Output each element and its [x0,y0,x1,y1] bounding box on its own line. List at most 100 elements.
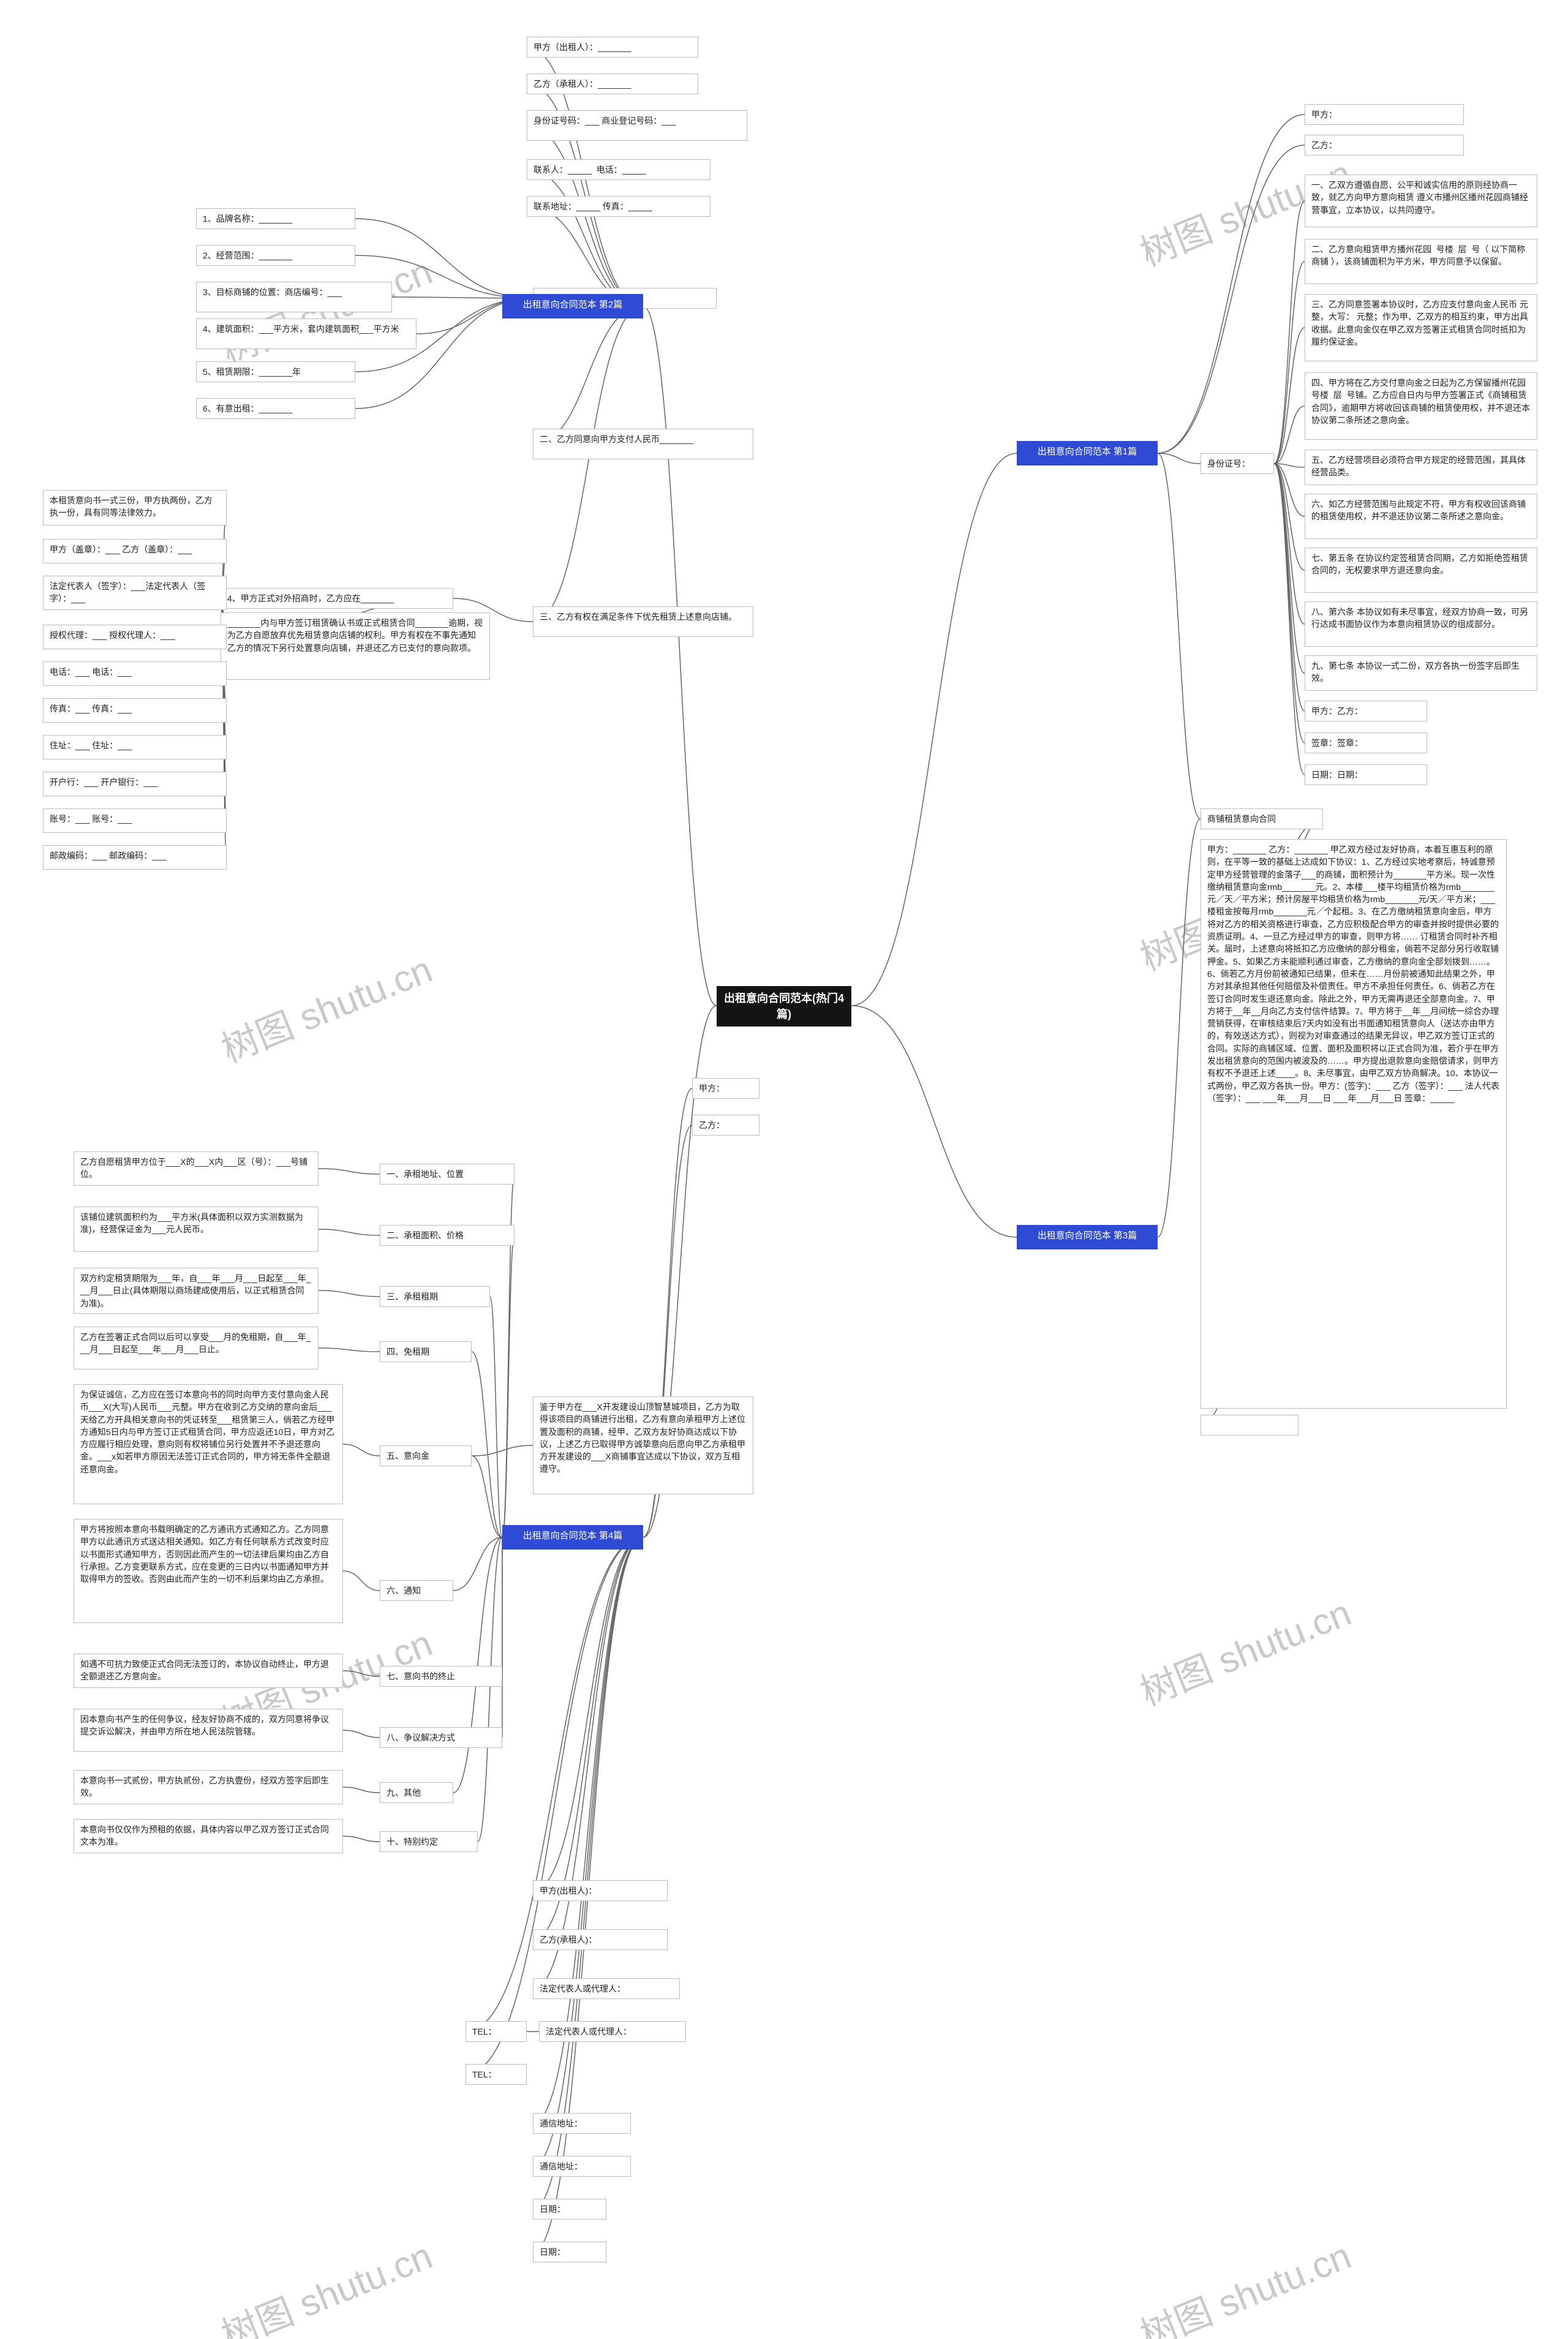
leaf-node: 该铺位建筑面积约为___平方米(具体面积以双方实测数据为准)，经营保证金为___… [74,1207,318,1252]
leaf-node: TEL： [466,2064,527,2085]
link [1274,464,1305,516]
node-text: 甲方（出租人）：_______ [533,42,631,52]
leaf-node: 三、乙方同意签署本协议时，乙方应支付意向金人民币 元整，大写： 元整；作为甲、乙… [1305,294,1537,361]
leaf-node: 五、意向金 [380,1445,472,1466]
node-text: 乙方自愿租赁甲方位于___X的___X内___区（号）：___号铺位。 [80,1157,307,1179]
node-text: 一、承租地址、位置 [386,1169,464,1179]
leaf-node: 授权代理：___ 授权代理人：___ [43,625,227,649]
node-text: 甲方(出租人)： [540,1886,597,1896]
link [533,1537,643,1940]
node-text: 乙方： [699,1120,725,1130]
leaf-node: 联系地址：_____ 传真：_____ [527,196,710,217]
leaf-node: 双方约定租赁期限为___年，自___年___月___日起至___年___月___… [74,1268,318,1314]
link [1274,464,1305,624]
node-text: 出租意向合同范本 第4篇 [523,1531,623,1541]
link [1274,464,1305,467]
node-text: 授权代理：___ 授权代理人：___ [50,630,175,640]
link [472,1352,502,1537]
leaf-node: 一、承租地址、位置 [380,1164,514,1185]
leaf-node: 日期：日期： [1305,764,1427,785]
leaf-node: 甲方（出租人）：_______ [527,37,698,58]
leaf-node: 法定代表人或代理人： [539,2021,686,2042]
leaf-node: 本意向书仅仅作为预租的依据，具体内容以甲乙双方签订正式合同文本为准。 [74,1819,343,1853]
node-text: 法定代表人或代理人： [546,2027,631,2036]
link [533,306,643,444]
node-text: 甲方：乙方： [1311,706,1363,716]
node-text: 二、乙方意向租赁甲方播州花园 号楼 层 号（ 以下简称商铺 ），该商铺面积为平方… [1311,244,1525,266]
node-text: 通信地址： [540,2161,582,2171]
node-text: 乙方(承租人)： [540,1935,597,1945]
leaf-node: 四、免租期 [380,1341,472,1362]
link [1274,328,1305,464]
leaf-node: 为保证诚信，乙方应在签订本意向书的同时向甲方支付意向金人民币___X(大写)人民… [74,1384,343,1504]
leaf-node: 因本意向书产生的任何争议，经友好协商不成的，双方同意将争议提交诉讼解决，并由甲方… [74,1709,343,1752]
leaf-node: 本意向书一式贰份，甲方执贰份，乙方执壹份，经双方签字后即生效。 [74,1770,343,1804]
node-text: 4、建筑面积：___平方米，套内建筑面积___平方米 [203,324,399,334]
node-text: 6、有意出租：_______ [203,404,292,413]
node-text: 三、乙方有权在满足条件下优先租赁上述意向店铺。 [540,612,737,622]
node-text: 六、如乙方经营范围与此规定不符，甲方有权收回该商铺的租赁使用权，并不退还协议第二… [1311,499,1526,521]
leaf-node: 如遇不可抗力致使正式合同无法签订的，本协议自动终止，甲方退全额退还乙方意向金。 [74,1654,343,1688]
leaf-node: 甲方将按照本意向书载明确定的乙方通讯方式通知乙方。乙方同意甲方以此通讯方式送达相… [74,1519,343,1623]
leaf-node: 3、目标商铺的位置：商店编号：___ [196,282,392,312]
branch-node: 出租意向合同范本 第2篇 [502,294,643,318]
link [1274,262,1305,464]
node-text: 一、乙双方遵循自愿、公平和诚实信用的原则经协商一致，就乙方向甲方意向租赁 遵义市… [1311,180,1528,215]
leaf-node: 甲方（盖章）：___ 乙方（盖章）：___ [43,539,227,563]
leaf-node: 九、其他 [380,1782,453,1803]
leaf-node: 乙方： [692,1115,760,1136]
link [472,1456,502,1537]
node-text: 四、免租期 [386,1347,429,1357]
node-text: 2、经营范围：_______ [203,250,292,260]
link [533,1537,643,2166]
leaf-node: 开户行：___ 开户银行：___ [43,772,227,796]
node-text: 联系人：_____ 电话：_____ [533,165,646,175]
node-text: 电话：___ 电话：___ [50,667,132,677]
leaf-node: 鉴于甲方在___X开发建设山顶智慧城项目，乙方为取得该项目的商铺进行出租，乙方有… [533,1396,753,1494]
leaf-node: 四、甲方将在乙方交付意向金之日起为乙方保留播州花园 号楼 层 号铺。乙方应自日内… [1305,372,1537,440]
node-text: 十、特别约定 [386,1837,438,1847]
leaf-node: 传真：___ 传真：___ [43,698,227,723]
node-text: 三、承租租期 [386,1292,438,1301]
leaf-node: 乙方(承租人)： [533,1929,668,1950]
leaf-node: 账号：___ 账号：___ [43,808,227,833]
link [318,1348,380,1352]
node-text: 甲方： [699,1083,725,1093]
leaf-node: 签章：签章： [1305,733,1427,753]
link [1158,819,1200,1237]
node-text: 甲方： [1311,110,1337,119]
leaf-node: 甲方：乙方： [1305,701,1427,721]
node-text: 乙方： [1311,140,1337,150]
leaf-node: 身份证号： [1200,453,1274,474]
leaf-node: 6、有意出租：_______ [196,398,355,419]
leaf-node: 甲方： [692,1078,760,1099]
leaf-node: 通信地址： [533,2113,631,2134]
leaf-node: 1、品牌名称：_______ [196,208,355,229]
link [1274,464,1305,743]
root-node: 出租意向合同范本(热门4篇) [717,986,851,1026]
leaf-node: 七、第五条 在协议约定签租赁合同期，乙方如拒绝签租赁合同的，无权要求甲方退还意向… [1305,548,1537,593]
node-text: 法定代表人或代理人： [540,1984,625,1994]
node-text: 九、其他 [386,1788,421,1798]
link [1274,464,1305,711]
leaf-node: 九、第七条 本协议一式二份，双方各执一份签字后即生效。 [1305,655,1537,691]
node-text: 八、第六条 本协议如有未尽事宜，经双方协商一致，可另行达成书面协议作为本意向租赁… [1311,607,1528,629]
watermark: 树图 shutu.cn [213,940,439,1073]
node-text: 甲方：_______ 乙方：_______ 甲乙双方经过友好协商，本着互惠互利的… [1207,845,1499,1103]
leaf-node: 二、乙方同意向甲方支付人民币_______ [533,429,753,459]
link [343,1444,380,1456]
leaf-node: 5、租赁期限：_______年 [196,361,355,382]
leaf-node: TEL： [466,2021,527,2042]
leaf-node: 日期： [533,2199,606,2220]
node-text: 甲方（盖章）：___ 乙方（盖章）：___ [50,544,192,554]
node-text: 四、甲方将在乙方交付意向金之日起为乙方保留播州花园 号楼 层 号铺。乙方应自日内… [1311,378,1531,425]
node-text: 1、品牌名称：_______ [203,214,292,224]
node-text: 出租意向合同范本(热门4篇) [724,992,844,1020]
node-text: 日期： [540,2204,565,2214]
node-text: 身份证号码：___ 商业登记号码：___ [533,116,676,126]
node-text: 出租意向合同范本 第3篇 [1038,1230,1137,1241]
link [1274,464,1305,570]
leaf-node: 乙方： [1305,135,1464,156]
leaf-node: 五、乙方经营项目必须符合甲方规定的经营范围，其具体经营品类。 [1305,450,1537,485]
link [851,1006,1017,1237]
